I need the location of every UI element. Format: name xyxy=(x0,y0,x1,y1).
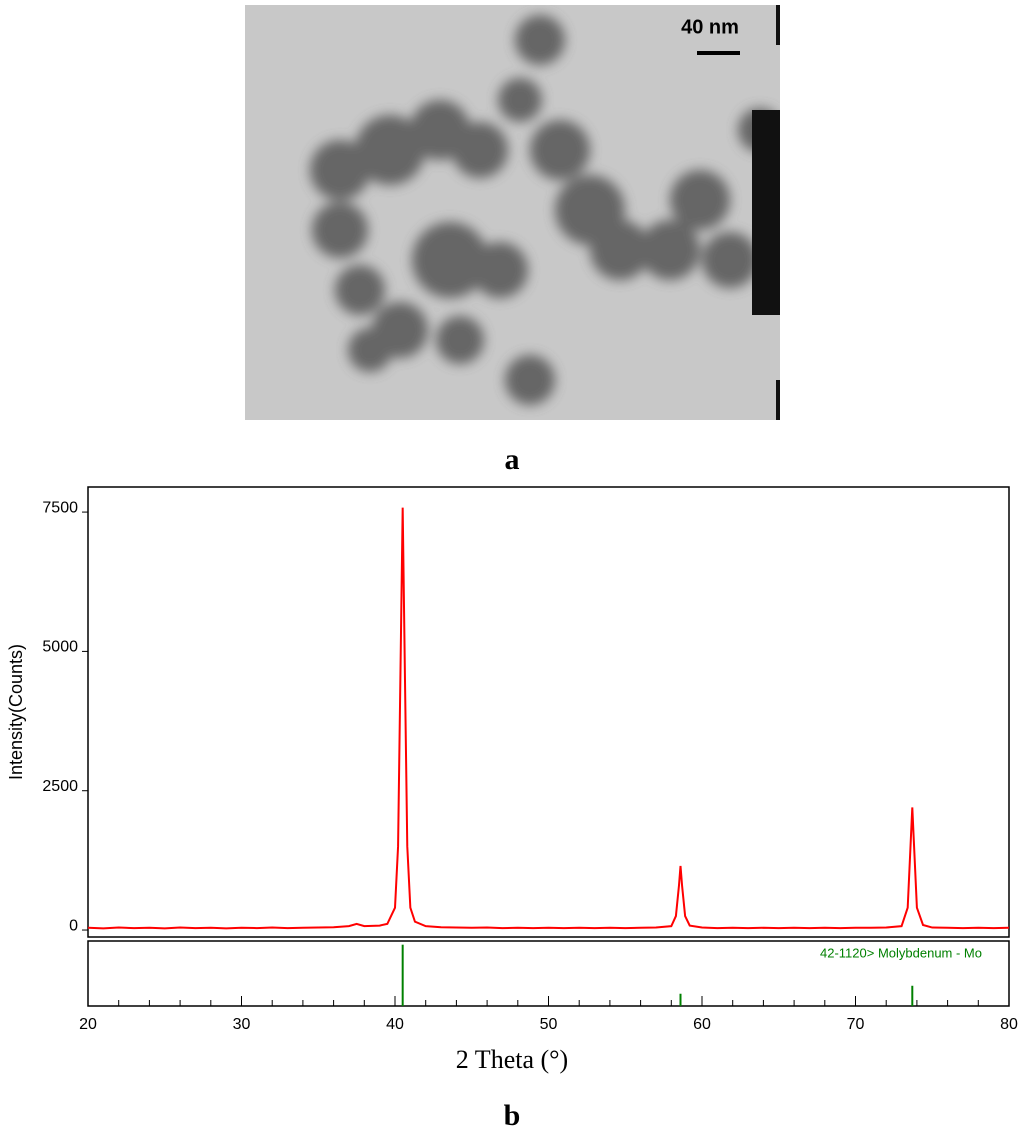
x-tick-label: 20 xyxy=(79,1016,97,1033)
x-tick-label: 30 xyxy=(233,1016,251,1033)
plot-frame xyxy=(87,486,1010,938)
y-axis-title: Intensity(Counts) xyxy=(6,644,26,780)
reference-label: 42-1120> Molybdenum - Mo xyxy=(820,945,982,960)
y-tick-label: 5000 xyxy=(42,639,78,656)
x-axis-title: 2 Theta (°) xyxy=(456,1045,568,1074)
spectrum-line xyxy=(87,507,1010,930)
x-tick-label: 40 xyxy=(386,1016,404,1033)
y-tick-label: 7500 xyxy=(42,499,78,516)
scale-label: 40 nm xyxy=(681,16,739,38)
panel-label: a xyxy=(505,443,520,476)
tem-image xyxy=(245,5,780,420)
x-tick-label: 60 xyxy=(693,1016,711,1033)
x-tick-label: 50 xyxy=(540,1016,558,1033)
y-tick-label: 0 xyxy=(69,917,78,934)
x-tick-label: 70 xyxy=(847,1016,865,1033)
panel-label: b xyxy=(504,1099,521,1132)
x-tick-label: 80 xyxy=(1000,1016,1018,1033)
y-tick-label: 2500 xyxy=(42,778,78,795)
